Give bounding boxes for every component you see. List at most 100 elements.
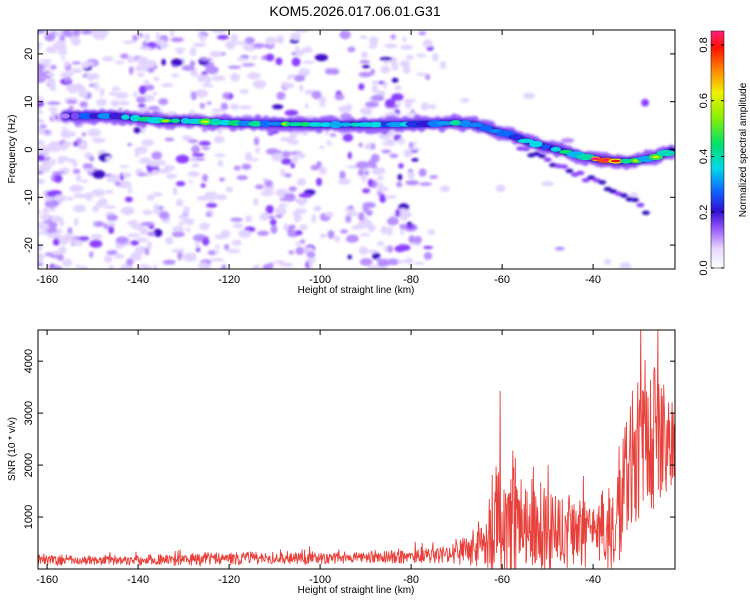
noise-blob	[319, 145, 325, 150]
noise-blob	[92, 169, 106, 179]
noise-blob	[143, 80, 151, 84]
ridge-hotspot	[541, 144, 551, 149]
noise-blob	[179, 220, 184, 227]
noise-blob	[432, 52, 439, 62]
noise-blob	[367, 224, 376, 232]
ridge-peak	[652, 155, 660, 159]
noise-blob	[67, 227, 73, 234]
noise-blob	[89, 251, 94, 258]
noise-blob	[60, 129, 73, 139]
noise-blob	[294, 241, 303, 246]
noise-blob	[195, 241, 200, 249]
noise-blob	[62, 127, 67, 131]
noise-blob	[39, 131, 47, 135]
noise-blob	[241, 163, 252, 170]
y-tick-label: 0	[23, 146, 35, 152]
noise-blob	[171, 248, 186, 254]
noise-blob	[182, 135, 193, 142]
noise-blob	[380, 65, 391, 74]
noise-blob	[181, 65, 195, 71]
noise-blob	[63, 60, 70, 68]
noise-blob	[151, 151, 163, 160]
noise-blob	[372, 252, 381, 260]
noise-blob	[138, 32, 143, 38]
ridge-hotspot	[380, 121, 391, 128]
noise-blob	[324, 211, 334, 217]
noise-blob	[364, 101, 379, 108]
noise-blob	[38, 95, 42, 103]
noise-blob	[72, 83, 84, 92]
noise-blob	[619, 262, 632, 269]
noise-blob	[113, 253, 125, 259]
noise-blob	[170, 37, 184, 43]
noise-blob	[216, 194, 227, 201]
noise-blob	[82, 163, 93, 170]
noise-blob	[278, 203, 289, 207]
ridge-hotspot	[338, 122, 353, 127]
noise-blob	[376, 258, 390, 263]
noise-blob	[422, 39, 433, 48]
noise-blob	[76, 137, 82, 144]
noise-blob	[358, 71, 372, 78]
noise-blob	[153, 203, 159, 212]
noise-blob	[162, 259, 176, 265]
noise-blob	[397, 137, 406, 145]
noise-blob	[359, 35, 367, 39]
noise-blob	[165, 237, 174, 245]
x-tick-label: -160	[36, 274, 58, 286]
noise-blob	[81, 30, 92, 35]
noise-blob	[327, 230, 335, 239]
noise-blob	[78, 265, 89, 269]
noise-blob	[402, 65, 411, 75]
x-tick-label: -40	[585, 574, 601, 586]
noise-blob	[347, 254, 353, 260]
noise-blob	[85, 73, 100, 80]
x-tick-label: -120	[218, 274, 240, 286]
secondary-ridge-mark	[641, 210, 650, 215]
noise-blob	[405, 54, 414, 60]
noise-blob	[63, 76, 72, 83]
noise-blob	[320, 233, 327, 239]
noise-blob	[72, 204, 87, 213]
noise-blob	[334, 235, 340, 243]
noise-blob	[311, 90, 322, 100]
noise-blob	[243, 42, 250, 49]
noise-blob	[220, 102, 228, 111]
noise-blob	[423, 245, 434, 250]
noise-blob	[164, 137, 175, 142]
noise-blob	[155, 31, 160, 40]
ridge-hotspot	[329, 121, 342, 129]
noise-blob	[171, 73, 180, 78]
ridge-hotspot	[576, 153, 596, 161]
noise-blob	[230, 217, 243, 222]
noise-blob	[377, 266, 388, 269]
noise-blob	[122, 40, 136, 44]
ridge-hotspot	[60, 113, 70, 119]
noise-blob	[324, 68, 334, 75]
x-tick-label: -60	[494, 274, 510, 286]
noise-blob	[124, 196, 133, 203]
ridge-hotspot	[550, 146, 561, 152]
noise-blob	[351, 225, 365, 230]
noise-blob	[641, 98, 650, 107]
noise-blob	[339, 170, 346, 180]
x-tick-label: -80	[403, 574, 419, 586]
noise-blob	[54, 174, 63, 183]
noise-blob	[253, 136, 260, 146]
noise-blob	[245, 215, 253, 223]
x-tick-label: -80	[403, 274, 419, 286]
noise-blob	[213, 135, 225, 144]
x-tick-label: -100	[309, 574, 331, 586]
ridge-hotspot	[108, 112, 122, 120]
noise-blob	[294, 152, 306, 159]
noise-blob	[118, 180, 132, 189]
noise-blob	[118, 107, 123, 111]
noise-blob	[175, 198, 184, 207]
noise-blob	[290, 162, 296, 169]
noise-blob	[394, 85, 402, 91]
noise-blob	[50, 64, 57, 70]
noise-blob	[200, 262, 208, 268]
noise-blob	[389, 153, 399, 158]
noise-blob	[42, 226, 48, 236]
noise-blob	[200, 183, 206, 188]
